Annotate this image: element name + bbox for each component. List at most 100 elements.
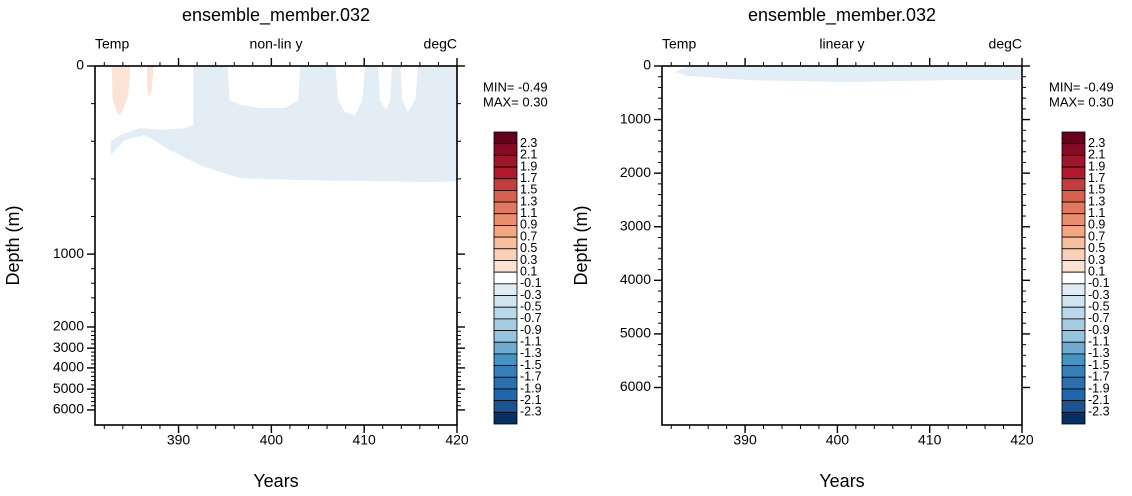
- colorbar-box: [493, 283, 518, 296]
- colorbar-label: -1.1: [520, 335, 542, 349]
- colorbar-label: -1.7: [1088, 370, 1110, 384]
- colorbar-label: -1.1: [1088, 335, 1110, 349]
- y-tick-label: 6000: [53, 401, 84, 417]
- y-tick-label: 2000: [53, 318, 84, 334]
- y-tick-label: 5000: [53, 380, 84, 396]
- colorbar-label: 0.5: [1088, 241, 1105, 255]
- colorbar-label: -2.3: [520, 405, 542, 419]
- x-axis-title: Years: [253, 471, 298, 491]
- colorbar-label: 2.3: [1088, 136, 1105, 150]
- x-tick-label: 400: [826, 432, 850, 448]
- y-axis-title: Depth (m): [571, 205, 591, 285]
- colorbar-label: -1.9: [1088, 381, 1110, 395]
- contour-region: [674, 66, 1022, 83]
- colorbar-box: [1061, 236, 1086, 250]
- colorbar-label: 1.5: [1088, 183, 1105, 197]
- panel: ensemble_member.032 Temp linear y degC Years…: [571, 5, 1114, 491]
- contour-region: [110, 66, 457, 183]
- colorbar-box: [1061, 189, 1086, 203]
- colorbar-label: -1.7: [520, 370, 542, 384]
- x-tick-label: 390: [733, 432, 757, 448]
- colorbar-box: [493, 201, 518, 215]
- colorbar-box: [493, 131, 518, 145]
- colorbar-box: [493, 400, 518, 413]
- right-label: degC: [424, 36, 457, 52]
- max-label: MAX= 0.30: [1049, 94, 1114, 109]
- colorbar-label: 1.7: [520, 171, 537, 185]
- x-tick-label: 390: [167, 432, 191, 448]
- colorbar-label: -0.9: [1088, 323, 1110, 337]
- colorbar-box: [1061, 225, 1086, 238]
- colorbar-box: [1061, 213, 1086, 226]
- colorbar-label: 0.3: [1088, 253, 1105, 267]
- y-tick-label: 1000: [53, 245, 84, 261]
- colorbar-box: [1061, 388, 1086, 402]
- x-tick-label: 420: [445, 432, 469, 448]
- colorbar-label: 2.1: [1088, 148, 1105, 162]
- colorbar-label: 0.1: [520, 264, 537, 278]
- contour-fill: [95, 66, 457, 183]
- colorbar-label: -0.1: [1088, 276, 1110, 290]
- colorbar-box: [493, 318, 518, 331]
- colorbar-box: [1061, 341, 1086, 355]
- colorbar-label: -2.1: [520, 393, 542, 407]
- colorbar-label: -2.1: [1088, 393, 1110, 407]
- chart-title: ensemble_member.032: [748, 5, 936, 26]
- colorbar-box: [1061, 283, 1086, 296]
- plot-frame: [94, 65, 458, 426]
- colorbar-box: [493, 388, 518, 402]
- colorbar-label: -1.3: [520, 346, 542, 360]
- colorbar-box: [1061, 400, 1086, 413]
- colorbar-box: [493, 248, 518, 261]
- colorbar-label: 1.3: [520, 194, 537, 208]
- y-tick-label: 4000: [53, 359, 84, 375]
- y-tick-label: 3000: [53, 339, 84, 355]
- colorbar-box: [493, 154, 518, 168]
- center-label: non-lin y: [250, 36, 303, 52]
- colorbar-box: [493, 365, 518, 378]
- colorbar-box: [1061, 376, 1086, 390]
- colorbar-label: 1.9: [1088, 159, 1105, 173]
- colorbar-label: 1.7: [1088, 171, 1105, 185]
- colorbar-label: 1.5: [520, 183, 537, 197]
- colorbar-box: [1061, 178, 1086, 191]
- contour-fill: [674, 66, 1022, 83]
- colorbar-label: -0.3: [1088, 288, 1110, 302]
- colorbar-label: -1.9: [520, 381, 542, 395]
- colorbar-box: [1061, 306, 1086, 320]
- right-label: degC: [989, 36, 1022, 52]
- colorbar-box: [1061, 318, 1086, 331]
- x-tick-label: 400: [260, 432, 284, 448]
- colorbar-box: [1061, 365, 1086, 378]
- y-tick-label: 1000: [620, 110, 651, 126]
- colorbar-box: [1061, 353, 1086, 367]
- x-tick-label: 420: [1010, 432, 1034, 448]
- colorbar-label: -0.7: [520, 311, 542, 325]
- colorbar-label: 0.7: [1088, 229, 1105, 243]
- y-tick-label: 2000: [620, 164, 651, 180]
- left-label: Temp: [95, 36, 129, 52]
- contour-region: [400, 66, 419, 113]
- colorbar-label: -2.3: [1088, 405, 1110, 419]
- colorbar-label: -0.3: [520, 288, 542, 302]
- colorbar-box: [493, 189, 518, 203]
- colorbar-box: [1061, 411, 1086, 425]
- colorbar-box: [493, 166, 518, 180]
- colorbar-label: -0.7: [1088, 311, 1110, 325]
- colorbar-label: -1.3: [1088, 346, 1110, 360]
- colorbar-box: [493, 260, 518, 273]
- contour-region: [335, 66, 366, 116]
- colorbar-label: 0.9: [1088, 218, 1105, 232]
- colorbar-box: [493, 295, 518, 308]
- colorbar-label: 0.9: [520, 218, 537, 232]
- y-tick-label: 3000: [620, 217, 651, 233]
- colorbar-box: [1061, 260, 1086, 273]
- colorbar-label: 2.3: [520, 136, 537, 150]
- contour-region: [378, 66, 393, 111]
- x-axis-title: Years: [819, 471, 864, 491]
- center-label: linear y: [819, 36, 864, 52]
- colorbar-label: 0.7: [520, 229, 537, 243]
- max-label: MAX= 0.30: [483, 94, 548, 109]
- contour-region: [111, 66, 131, 116]
